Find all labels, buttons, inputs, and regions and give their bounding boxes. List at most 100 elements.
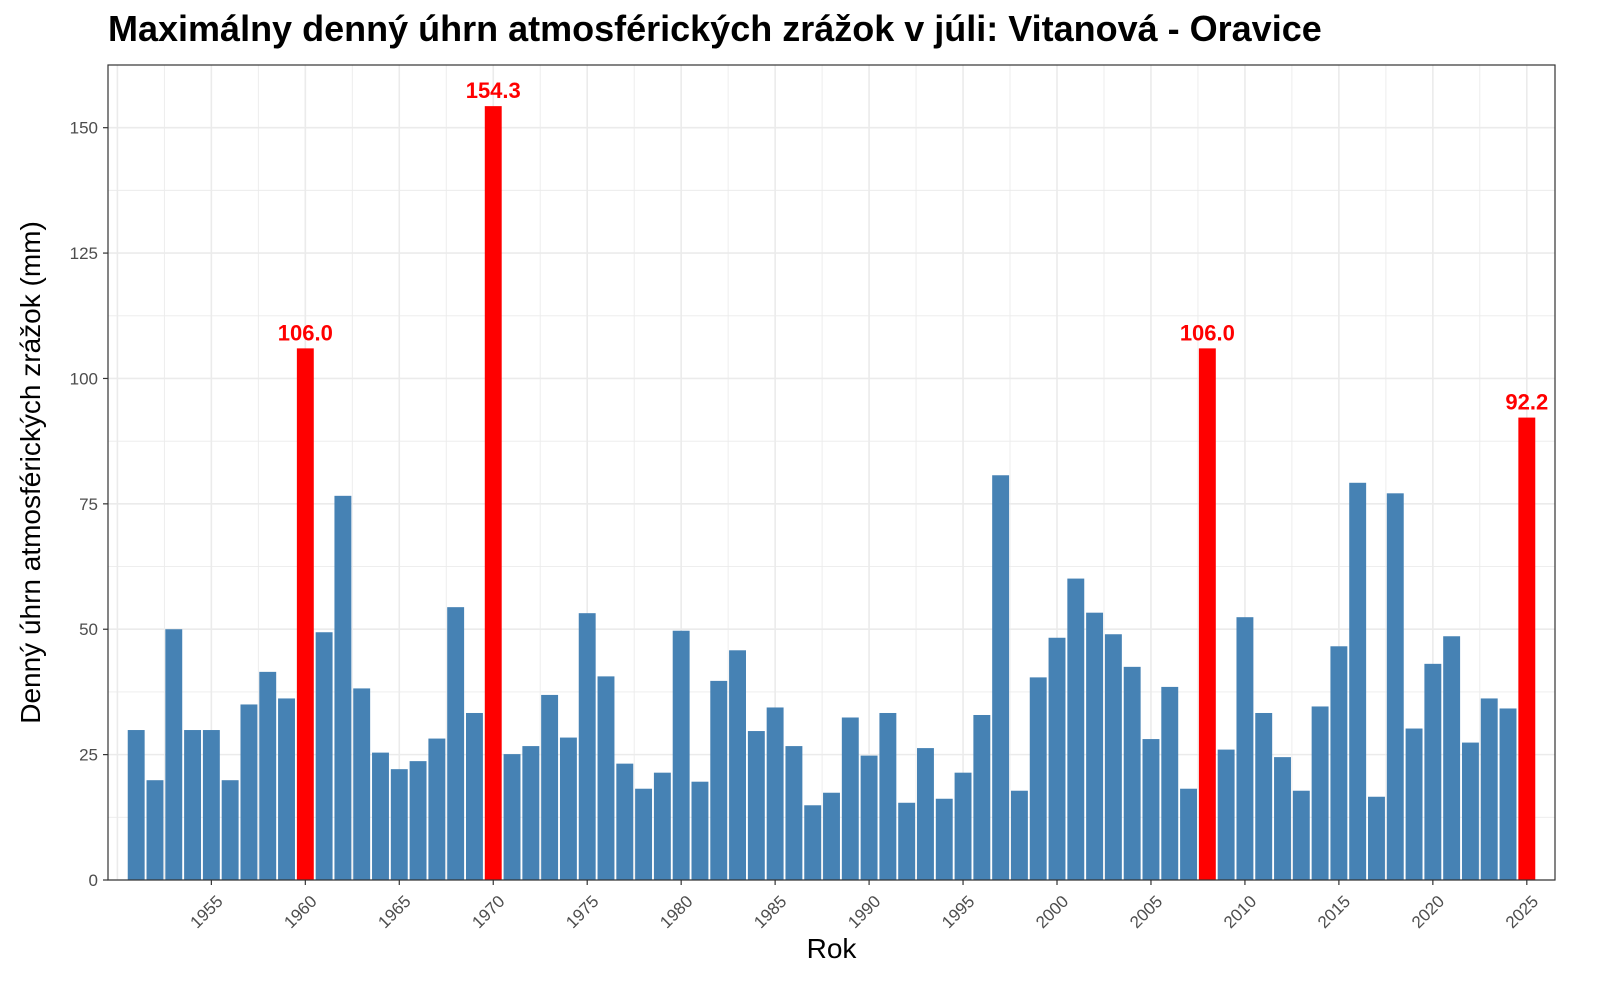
y-axis-title: Denný úhrn atmosférických zrážok (mm) [15,221,46,724]
bar-1956 [221,780,239,880]
bar-2003 [1104,634,1122,880]
bar-2002 [1086,612,1104,880]
bar-1967 [428,738,446,880]
x-tick-label: 1990 [844,892,884,932]
bar-1975 [578,613,596,880]
bar-2013 [1292,790,1310,880]
x-axis-title: Rok [807,933,858,964]
bar-1958 [259,671,277,880]
bar-2007 [1180,788,1198,880]
bar-1984 [747,731,765,880]
bar-1998 [1010,790,1028,880]
bar-2005 [1142,739,1160,880]
bar-2017 [1368,796,1385,880]
data-label-1960: 106.0 [278,320,333,345]
bar-2009 [1217,749,1235,880]
bar-1983 [729,650,746,880]
x-tick-label: 1970 [468,892,508,932]
x-tick-label: 2005 [1126,892,1166,932]
bar-1989 [841,717,859,880]
bar-1966 [409,761,427,880]
x-tick-label: 1960 [280,892,320,932]
x-tick-label: 2015 [1314,892,1354,932]
bar-2024 [1499,708,1517,880]
bar-highlighted-1970 [484,106,502,880]
bar-1982 [710,680,728,880]
bar-1964 [372,752,389,880]
bar-1974 [559,737,577,880]
bar-2012 [1274,757,1291,880]
bar-2015 [1330,646,1348,880]
bar-1953 [165,629,183,880]
bar-2014 [1311,706,1329,880]
data-label-1970: 154.3 [466,78,521,103]
bar-1969 [465,712,483,880]
data-label-2008: 106.0 [1180,320,1235,345]
bar-2018 [1386,493,1404,880]
panel-border [107,64,1556,881]
bar-1972 [522,746,540,880]
bar-2022 [1461,742,1479,880]
bar-1957 [240,704,258,880]
bar-1980 [672,630,690,880]
bar-1954 [184,730,202,880]
x-tick-label: 1955 [186,892,226,932]
bar-2010 [1236,617,1254,880]
bar-1976 [597,676,615,880]
bar-1963 [353,688,371,880]
bar-2004 [1123,666,1141,880]
bar-1981 [691,781,709,880]
bar-1961 [315,632,333,880]
bar-1973 [541,694,559,880]
bar-1995 [954,772,972,880]
y-tick-label: 100 [70,369,98,388]
bar-2019 [1405,728,1423,880]
bar-1994 [935,798,953,880]
bar-1993 [917,748,934,880]
bar-2000 [1048,637,1066,880]
bars [127,106,1536,880]
bar-1991 [879,712,897,880]
bar-highlighted-2025 [1518,417,1536,880]
bar-highlighted-2008 [1198,348,1216,880]
bar-1977 [616,763,634,880]
x-tick-label: 1980 [656,892,696,932]
bar-1955 [202,730,220,880]
y-axis: 0 25 50 75 100 125 150 [70,119,108,890]
bar-2011 [1255,712,1273,880]
bar-1987 [804,805,822,880]
bar-2021 [1443,636,1461,880]
bar-1996 [973,714,991,880]
bar-1986 [785,746,803,880]
x-tick-label: 1975 [562,892,602,932]
y-tick-label: 125 [70,244,98,263]
y-tick-label: 150 [70,119,98,138]
bar-1962 [334,495,352,880]
bar-1988 [823,792,840,880]
x-tick-label: 2010 [1220,892,1260,932]
data-label-2025: 92.2 [1505,390,1548,415]
y-tick-label: 75 [79,495,98,514]
bar-1965 [390,769,408,880]
x-tick-label: 2000 [1032,892,1072,932]
x-tick-label: 1965 [374,892,414,932]
bar-1951 [127,730,145,880]
chart-title: Maximálny denný úhrn atmosférických zráž… [108,8,1322,49]
bar-1985 [766,707,784,880]
x-axis: 1955 1960 1965 1970 1975 1980 1985 1990 1995 2000… [186,880,1542,932]
x-tick-label: 2025 [1502,892,1542,932]
data-labels: 106.0 154.3 106.0 92.2 [278,78,1548,414]
bar-1971 [503,754,521,880]
y-tick-label: 0 [89,871,98,890]
bar-2016 [1349,482,1367,880]
bar-1968 [447,607,465,880]
x-tick-label: 2020 [1408,892,1448,932]
bar-1999 [1029,677,1047,880]
bar-1979 [653,772,671,880]
bar-2020 [1424,663,1442,880]
bar-highlighted-1960 [296,348,314,880]
y-tick-label: 25 [79,746,98,765]
bar-1990 [860,755,878,880]
bar-1997 [992,475,1010,880]
